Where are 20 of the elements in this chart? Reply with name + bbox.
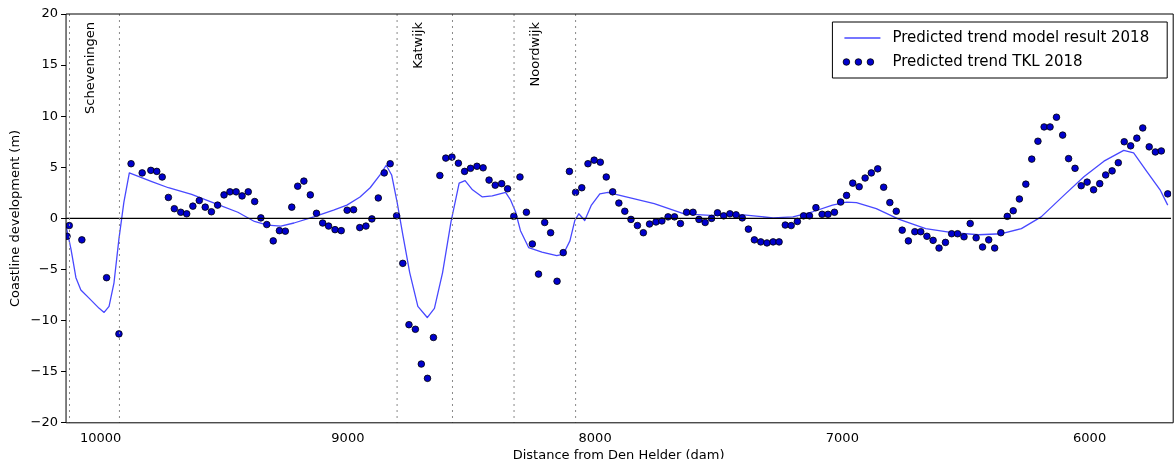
x-tick-label: 10000	[79, 429, 122, 445]
y-axis-title: Coastline development (m)	[7, 129, 23, 307]
y-tick-label: 10	[41, 107, 59, 123]
x-tick-label: 6000	[1073, 429, 1107, 445]
y-tick-label: 5	[49, 158, 59, 174]
y-tick-label: 15	[41, 56, 59, 72]
y-tick-label: 20	[41, 5, 59, 21]
y-tick-label: 0	[49, 209, 59, 225]
legend-label: Predicted trend model result 2018	[892, 27, 1150, 46]
x-tick-label: 8000	[578, 429, 612, 445]
y-tick-label: −20	[30, 414, 59, 430]
y-tick-label: −15	[30, 363, 59, 379]
x-tick-label: 7000	[825, 429, 859, 445]
legend-label: Predicted trend TKL 2018	[892, 51, 1083, 70]
ref-line-label: Noordwijk	[526, 21, 542, 87]
y-tick-label: −5	[38, 260, 59, 276]
ref-line-label: Scheveningen	[82, 22, 98, 114]
x-tick-label: 9000	[331, 429, 365, 445]
y-tick-label: −10	[30, 311, 59, 327]
ref-line-label: Katwijk	[409, 21, 425, 69]
